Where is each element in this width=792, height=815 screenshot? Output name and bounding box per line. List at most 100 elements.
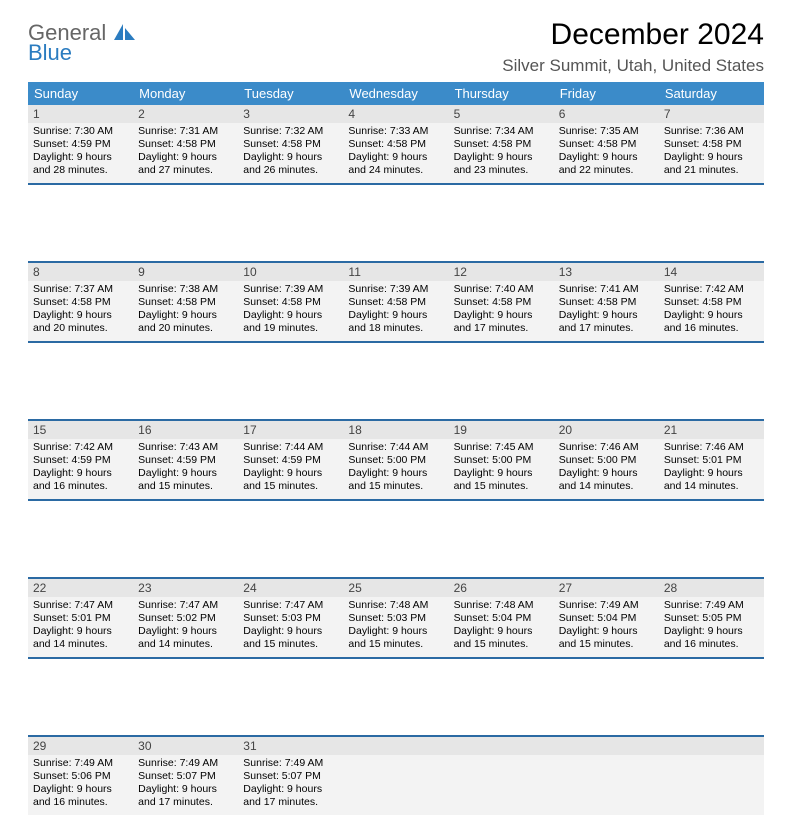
location: Silver Summit, Utah, United States bbox=[502, 56, 764, 76]
sunset-line: Sunset: 5:05 PM bbox=[664, 612, 759, 625]
daylight-line: Daylight: 9 hours and 21 minutes. bbox=[664, 151, 759, 177]
sunset-line: Sunset: 5:04 PM bbox=[454, 612, 549, 625]
sunrise-line: Sunrise: 7:49 AM bbox=[559, 599, 654, 612]
day-number: 7 bbox=[659, 105, 764, 123]
day-number: 15 bbox=[28, 421, 133, 439]
sunrise-line: Sunrise: 7:39 AM bbox=[348, 283, 443, 296]
calendar-day-cell: 30 Sunrise: 7:49 AMSunset: 5:07 PMDayligh… bbox=[133, 736, 238, 815]
daylight-line: Daylight: 9 hours and 15 minutes. bbox=[138, 467, 233, 493]
col-sunday: Sunday bbox=[28, 82, 133, 105]
sunset-line: Sunset: 4:59 PM bbox=[33, 138, 128, 151]
calendar-week-row: 8Sunrise: 7:37 AMSunset: 4:58 PMDaylight… bbox=[28, 262, 764, 342]
daylight-line: Daylight: 9 hours and 20 minutes. bbox=[138, 309, 233, 335]
calendar-day-cell: 17Sunrise: 7:44 AMSunset: 4:59 PMDayligh… bbox=[238, 420, 343, 500]
sunrise-line: Sunrise: 7:48 AM bbox=[454, 599, 549, 612]
day-number: 10 bbox=[238, 263, 343, 281]
calendar-day-cell: 26Sunrise: 7:48 AMSunset: 5:04 PMDayligh… bbox=[449, 578, 554, 658]
col-friday: Friday bbox=[554, 82, 659, 105]
sunrise-line: Sunrise: 7:49 AM bbox=[138, 757, 233, 770]
col-monday: Monday bbox=[133, 82, 238, 105]
sunrise-line: Sunrise: 7:49 AM bbox=[33, 757, 128, 770]
col-wednesday: Wednesday bbox=[343, 82, 448, 105]
sunset-line: Sunset: 5:04 PM bbox=[559, 612, 654, 625]
day-number: 20 bbox=[554, 421, 659, 439]
calendar-day-cell: 11 Sunrise: 7:39 AMSunset: 4:58 PMDayligh… bbox=[343, 262, 448, 342]
calendar-day-cell bbox=[343, 736, 448, 815]
daylight-line: Daylight: 9 hours and 17 minutes. bbox=[243, 783, 338, 809]
day-number: 18 bbox=[343, 421, 448, 439]
sunset-line: Sunset: 5:02 PM bbox=[138, 612, 233, 625]
title-block: December 2024 Silver Summit, Utah, Unite… bbox=[502, 18, 764, 76]
sunset-line: Sunset: 4:58 PM bbox=[138, 138, 233, 151]
calendar-day-cell: 31Sunrise: 7:49 AMSunset: 5:07 PMDayligh… bbox=[238, 736, 343, 815]
sunset-line: Sunset: 5:07 PM bbox=[243, 770, 338, 783]
day-number: 23 bbox=[133, 579, 238, 597]
day-number: 21 bbox=[659, 421, 764, 439]
col-tuesday: Tuesday bbox=[238, 82, 343, 105]
calendar-day-cell: 18Sunrise: 7:44 AMSunset: 5:00 PMDayligh… bbox=[343, 420, 448, 500]
daylight-line: Daylight: 9 hours and 17 minutes. bbox=[559, 309, 654, 335]
sunrise-line: Sunrise: 7:42 AM bbox=[664, 283, 759, 296]
day-number: 11 bbox=[343, 263, 448, 281]
day-number: 16 bbox=[133, 421, 238, 439]
sunrise-line: Sunrise: 7:48 AM bbox=[348, 599, 443, 612]
logo: General Blue bbox=[28, 18, 136, 63]
daylight-line: Daylight: 9 hours and 28 minutes. bbox=[33, 151, 128, 177]
sunrise-line: Sunrise: 7:39 AM bbox=[243, 283, 338, 296]
daylight-line: Daylight: 9 hours and 18 minutes. bbox=[348, 309, 443, 335]
sunset-line: Sunset: 4:58 PM bbox=[454, 138, 549, 151]
daylight-line: Daylight: 9 hours and 15 minutes. bbox=[243, 625, 338, 651]
daylight-line: Daylight: 9 hours and 14 minutes. bbox=[33, 625, 128, 651]
daylight-line: Daylight: 9 hours and 15 minutes. bbox=[243, 467, 338, 493]
daylight-line: Daylight: 9 hours and 16 minutes. bbox=[664, 625, 759, 651]
calendar-week-row: 15Sunrise: 7:42 AMSunset: 4:59 PMDayligh… bbox=[28, 420, 764, 500]
page-title: December 2024 bbox=[502, 18, 764, 52]
calendar-day-cell: 28Sunrise: 7:49 AMSunset: 5:05 PMDayligh… bbox=[659, 578, 764, 658]
calendar-week-row: 1Sunrise: 7:30 AMSunset: 4:59 PMDaylight… bbox=[28, 105, 764, 184]
sunrise-line: Sunrise: 7:47 AM bbox=[33, 599, 128, 612]
daylight-line: Daylight: 9 hours and 14 minutes. bbox=[138, 625, 233, 651]
daylight-line: Daylight: 9 hours and 27 minutes. bbox=[138, 151, 233, 177]
sunset-line: Sunset: 4:59 PM bbox=[243, 454, 338, 467]
sunset-line: Sunset: 5:03 PM bbox=[348, 612, 443, 625]
sunrise-line: Sunrise: 7:41 AM bbox=[559, 283, 654, 296]
sunrise-line: Sunrise: 7:47 AM bbox=[138, 599, 233, 612]
sunset-line: Sunset: 4:58 PM bbox=[348, 138, 443, 151]
daylight-line: Daylight: 9 hours and 17 minutes. bbox=[454, 309, 549, 335]
calendar-day-cell: 10Sunrise: 7:39 AMSunset: 4:58 PMDayligh… bbox=[238, 262, 343, 342]
daylight-line: Daylight: 9 hours and 16 minutes. bbox=[33, 783, 128, 809]
sunset-line: Sunset: 4:58 PM bbox=[559, 138, 654, 151]
day-number: 9 bbox=[133, 263, 238, 281]
calendar-day-cell: 20Sunrise: 7:46 AMSunset: 5:00 PMDayligh… bbox=[554, 420, 659, 500]
calendar-day-cell: 25Sunrise: 7:48 AMSunset: 5:03 PMDayligh… bbox=[343, 578, 448, 658]
col-thursday: Thursday bbox=[449, 82, 554, 105]
daylight-line: Daylight: 9 hours and 15 minutes. bbox=[454, 467, 549, 493]
daylight-line: Daylight: 9 hours and 15 minutes. bbox=[348, 467, 443, 493]
calendar-day-cell: 16Sunrise: 7:43 AMSunset: 4:59 PMDayligh… bbox=[133, 420, 238, 500]
sunrise-line: Sunrise: 7:34 AM bbox=[454, 125, 549, 138]
daylight-line: Daylight: 9 hours and 17 minutes. bbox=[138, 783, 233, 809]
sunset-line: Sunset: 5:03 PM bbox=[243, 612, 338, 625]
sunset-line: Sunset: 5:00 PM bbox=[454, 454, 549, 467]
calendar-day-cell: 19Sunrise: 7:45 AMSunset: 5:00 PMDayligh… bbox=[449, 420, 554, 500]
daylight-line: Daylight: 9 hours and 20 minutes. bbox=[33, 309, 128, 335]
day-number: 5 bbox=[449, 105, 554, 123]
calendar-day-cell: 29Sunrise: 7:49 AMSunset: 5:06 PMDayligh… bbox=[28, 736, 133, 815]
sunset-line: Sunset: 5:07 PM bbox=[138, 770, 233, 783]
calendar-day-cell: 7Sunrise: 7:36 AMSunset: 4:58 PMDaylight… bbox=[659, 105, 764, 184]
day-number: 24 bbox=[238, 579, 343, 597]
day-number: 1 bbox=[28, 105, 133, 123]
calendar-day-cell: 6Sunrise: 7:35 AMSunset: 4:58 PMDaylight… bbox=[554, 105, 659, 184]
day-number: 30 bbox=[133, 737, 238, 755]
day-number: 17 bbox=[238, 421, 343, 439]
day-number: 8 bbox=[28, 263, 133, 281]
sunrise-line: Sunrise: 7:49 AM bbox=[243, 757, 338, 770]
sunrise-line: Sunrise: 7:36 AM bbox=[664, 125, 759, 138]
day-number: 26 bbox=[449, 579, 554, 597]
sunset-line: Sunset: 4:58 PM bbox=[348, 296, 443, 309]
day-number: 28 bbox=[659, 579, 764, 597]
calendar-day-cell: 2Sunrise: 7:31 AMSunset: 4:58 PMDaylight… bbox=[133, 105, 238, 184]
col-saturday: Saturday bbox=[659, 82, 764, 105]
day-number: 27 bbox=[554, 579, 659, 597]
sunrise-line: Sunrise: 7:37 AM bbox=[33, 283, 128, 296]
